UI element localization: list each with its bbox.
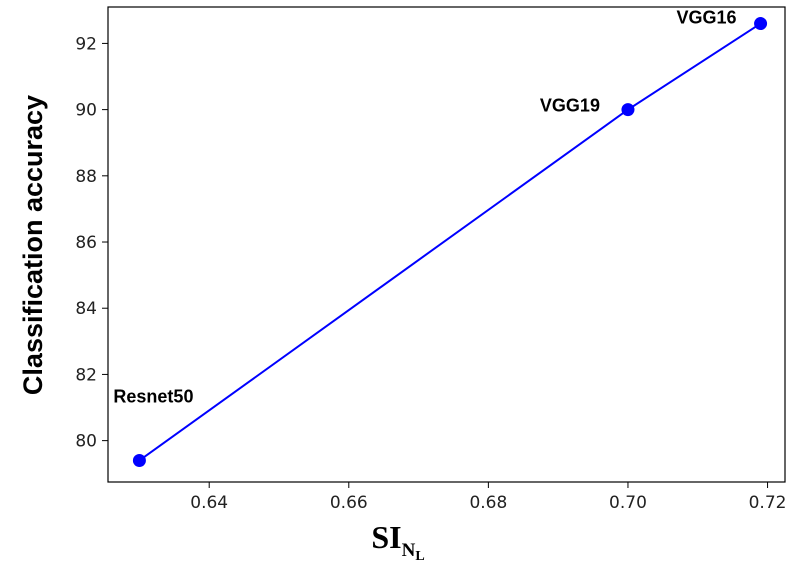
data-point	[132, 453, 146, 467]
y-tick-label: 86	[75, 233, 97, 253]
data-point	[621, 103, 635, 117]
x-axis-label-main: SI	[371, 519, 401, 555]
x-tick-label: 0.68	[469, 493, 507, 513]
y-tick-label: 88	[75, 167, 97, 187]
data-point	[754, 17, 768, 31]
point-labels: Resnet50 VGG19 VGG16	[113, 8, 736, 407]
series-line	[138, 22, 762, 462]
y-tick-label: 80	[75, 432, 97, 452]
x-tick-label: 0.70	[609, 493, 647, 513]
point-label: Resnet50	[113, 386, 193, 406]
y-tick-label: 84	[75, 299, 97, 319]
x-axis-label-subsub: L	[415, 549, 424, 564]
axis-ticks: 0.64 0.66 0.68 0.70 0.72 80 82 84 86 88 90 92	[75, 34, 786, 513]
data-series	[132, 17, 768, 467]
y-tick-label: 90	[75, 101, 97, 121]
point-label: VGG19	[540, 96, 600, 116]
x-tick-label: 0.64	[190, 493, 228, 513]
x-tick-label: 0.66	[330, 493, 368, 513]
x-tick-label: 0.72	[749, 493, 787, 513]
y-tick-label: 92	[75, 34, 97, 54]
point-label: VGG16	[677, 8, 737, 28]
plot-area	[107, 6, 786, 483]
y-axis-label: Classification accuracy	[18, 95, 48, 395]
x-axis-label: SINL	[371, 519, 424, 564]
x-axis-label-sub: N	[402, 540, 416, 561]
y-tick-label: 82	[75, 365, 97, 385]
axes-frame	[107, 6, 786, 483]
